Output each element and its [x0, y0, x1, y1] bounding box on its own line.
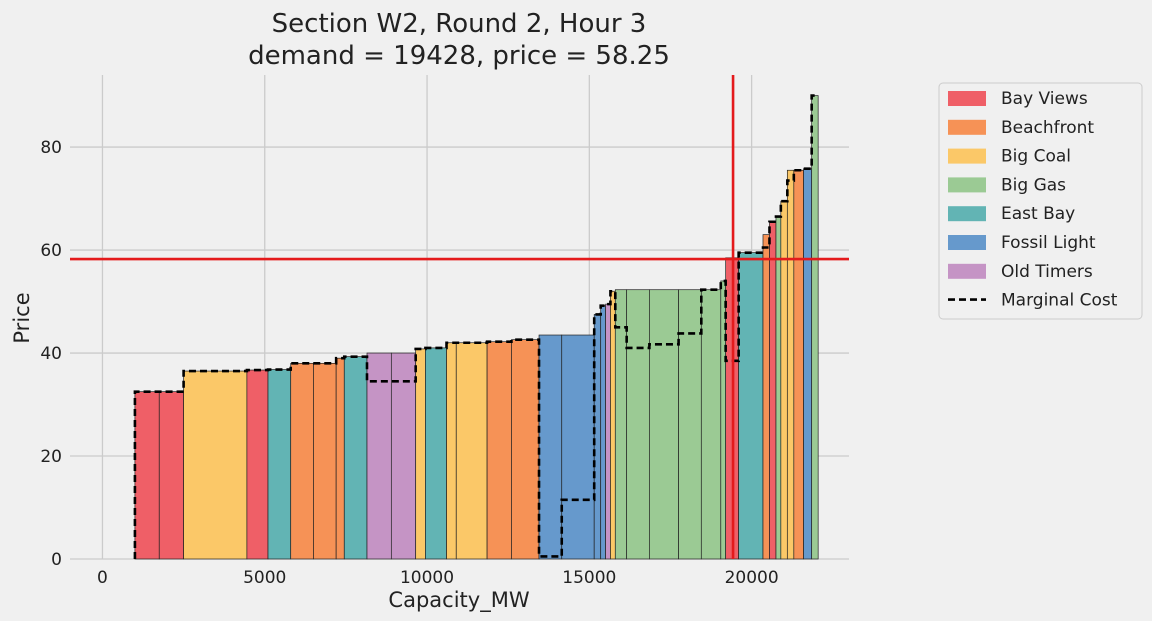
- legend-label-east-bay: East Bay: [1001, 204, 1075, 224]
- chart-title: Section W2, Round 2, Hour 3: [272, 9, 647, 39]
- bar-bay-views: [246, 369, 269, 560]
- legend: Bay Views Beachfront Big Coal Big Gas East B…: [938, 82, 1143, 320]
- y-tick-label: 60: [40, 241, 62, 261]
- legend-frame: [938, 82, 1143, 320]
- tick-labels-layer: 0 5000 10000 15000 20000 0 20 40 60 80: [40, 138, 778, 588]
- bar-fossil-light: [538, 334, 563, 560]
- bar-bay-views: [769, 221, 777, 560]
- legend-swatch-beachfront: [948, 119, 986, 135]
- x-axis-label: Capacity_MW: [388, 588, 529, 613]
- bar-big-gas: [700, 289, 722, 560]
- x-tick-label: 20000: [725, 568, 779, 588]
- x-tick-label: 10000: [400, 568, 454, 588]
- legend-swatch-big-gas: [948, 177, 986, 193]
- bar-east-bay: [267, 369, 292, 560]
- bar-fossil-light: [561, 334, 595, 560]
- bar-old-timers: [605, 303, 611, 560]
- marginal-cost-layer: [133, 94, 819, 559]
- y-tick-label: 20: [40, 447, 62, 467]
- reference-lines-layer: [70, 75, 849, 559]
- bar-bay-views: [134, 391, 160, 560]
- bar-big-gas: [614, 289, 628, 560]
- bar-old-timers: [390, 352, 417, 560]
- bar-beachfront: [290, 362, 314, 560]
- legend-label-marginal-cost: Marginal Cost: [1001, 291, 1118, 311]
- bar-big-gas: [775, 216, 782, 560]
- legend-swatch-big-coal: [948, 148, 986, 164]
- legend-label-fossil-light: Fossil Light: [1001, 233, 1096, 253]
- bar-big-coal: [415, 348, 426, 560]
- bar-beachfront: [313, 362, 337, 560]
- legend-swatch-east-bay: [948, 206, 986, 222]
- x-tick-label: 15000: [562, 568, 616, 588]
- bar-east-bay: [425, 347, 447, 560]
- bar-east-bay: [738, 252, 764, 560]
- legend-label-beachfront: Beachfront: [1001, 118, 1094, 138]
- y-axis-label: Price: [10, 292, 34, 343]
- bar-beachfront: [762, 234, 770, 560]
- bar-beachfront: [793, 169, 804, 560]
- bar-beachfront: [511, 339, 540, 560]
- legend-label-bay-views: Bay Views: [1001, 89, 1088, 109]
- bars-layer: [134, 95, 819, 560]
- bar-big-gas: [626, 289, 650, 560]
- legend-swatch-old-timers: [948, 263, 986, 279]
- bar-fossil-light: [600, 305, 606, 560]
- legend-label-big-coal: Big Coal: [1001, 147, 1071, 167]
- bar-old-timers: [366, 352, 392, 560]
- bar-fossil-light: [803, 168, 813, 560]
- bar-big-coal: [786, 169, 795, 560]
- bar-bay-views: [158, 391, 184, 560]
- legend-label-big-gas: Big Gas: [1001, 175, 1066, 195]
- legend-swatch-fossil-light: [948, 235, 986, 250]
- bar-big-gas: [678, 289, 702, 560]
- x-tick-label: 5000: [243, 568, 286, 588]
- y-tick-label: 0: [51, 550, 62, 570]
- x-tick-label: 0: [97, 568, 108, 588]
- legend-label-old-timers: Old Timers: [1001, 262, 1093, 282]
- bar-big-coal: [610, 290, 616, 560]
- legend-swatch-bay-views: [948, 91, 986, 106]
- bar-beachfront: [335, 357, 345, 560]
- bar-big-coal: [455, 342, 488, 560]
- bar-east-bay: [343, 356, 368, 560]
- bar-big-coal: [780, 200, 788, 560]
- bar-big-gas: [811, 95, 819, 560]
- bar-big-coal: [183, 370, 248, 560]
- chart-subtitle: demand = 19428, price = 58.25: [248, 41, 670, 71]
- bar-big-gas: [649, 289, 679, 560]
- bar-beachfront: [486, 341, 512, 560]
- bar-big-gas: [720, 280, 727, 560]
- bar-big-coal: [446, 342, 457, 560]
- marginal-cost-line: [133, 94, 819, 559]
- y-tick-label: 40: [40, 344, 62, 364]
- y-tick-label: 80: [40, 138, 62, 158]
